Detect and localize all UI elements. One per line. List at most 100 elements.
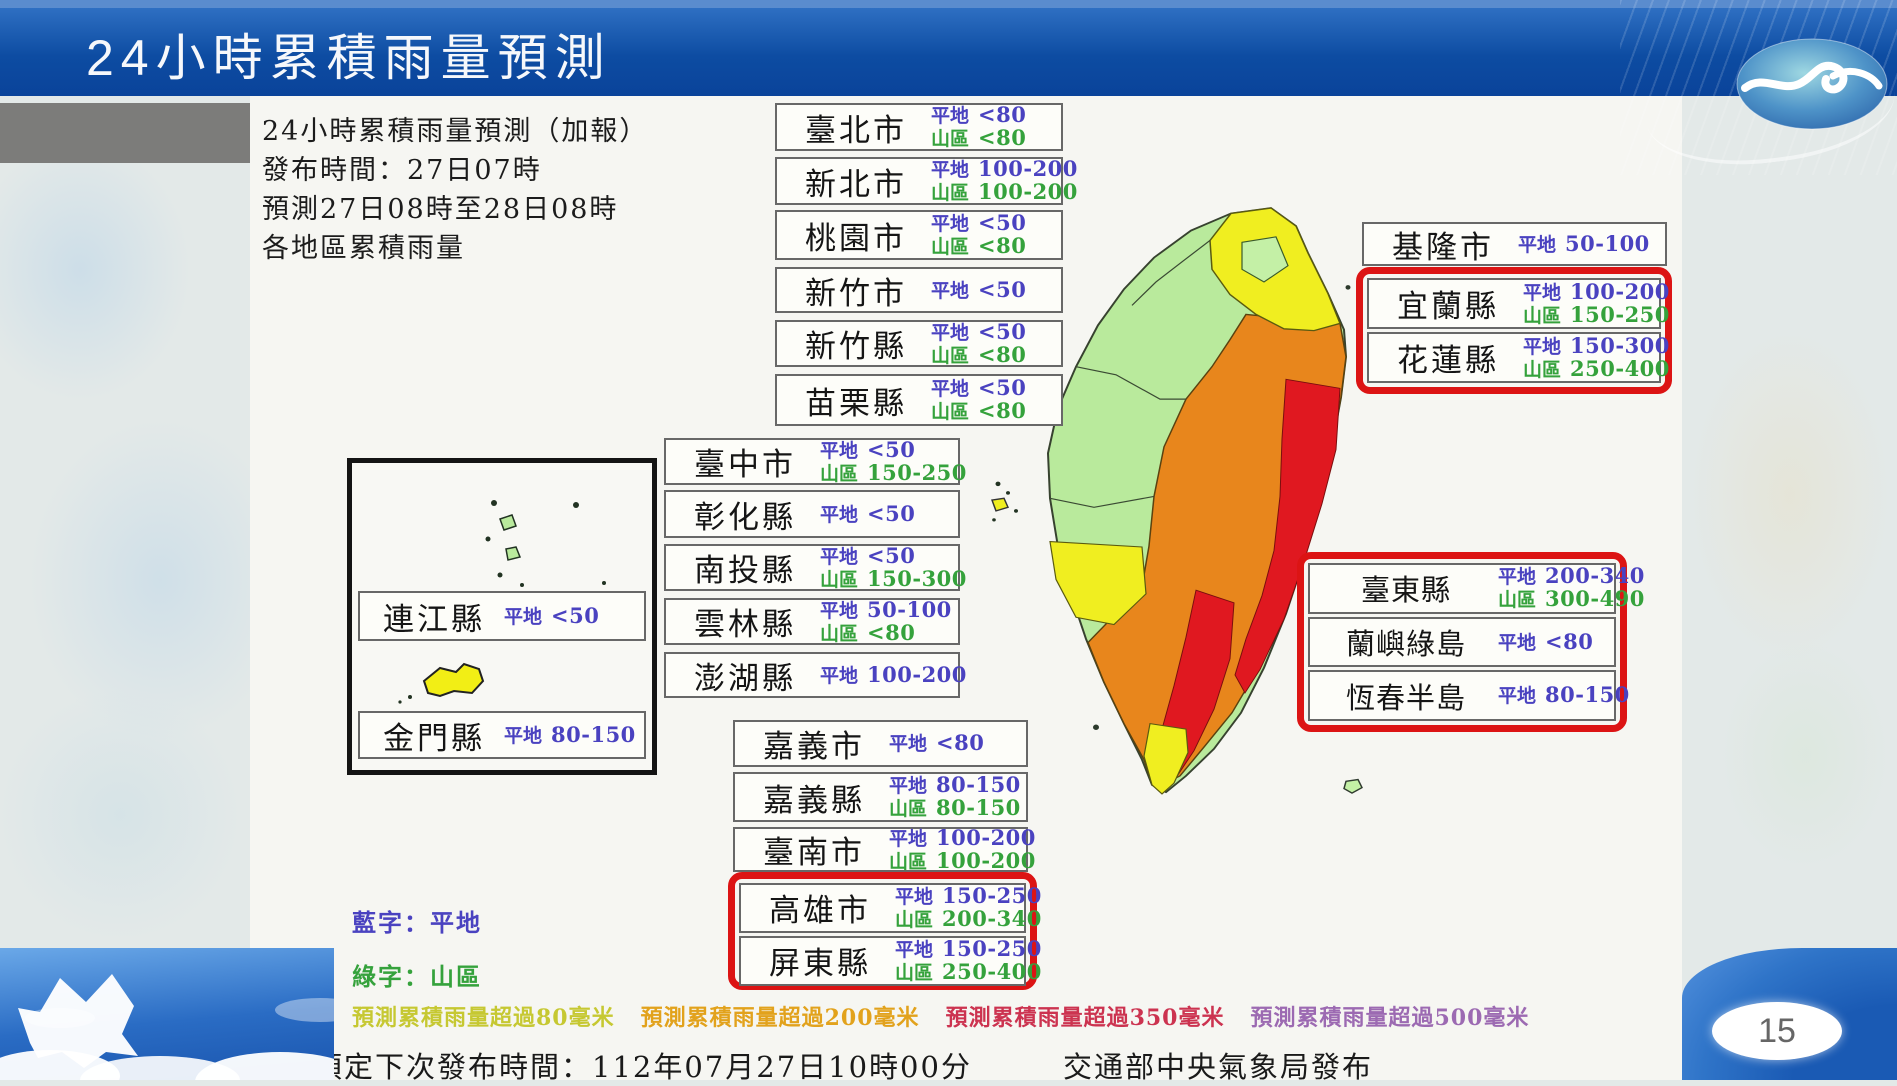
info-line: 發布時間：27日07時 — [262, 155, 542, 186]
mountain-value-row: 山區 150-300 — [820, 567, 967, 591]
mountain-value-row: 山區 300-490 — [1498, 588, 1645, 611]
plain-value: 100-200 — [978, 156, 1078, 182]
mountain-value-row: 山區 80-150 — [889, 795, 1021, 820]
header-top-stripe — [0, 0, 1897, 8]
threshold-200mm: 預測累積雨量超過200毫米 — [640, 1005, 920, 1031]
page-number-badge: 15 — [1712, 1002, 1842, 1060]
matsu-islet — [485, 536, 491, 542]
region-values: 平地 <50 山區 150-300 — [820, 542, 967, 591]
region-row-highlighted: 宜蘭縣 平地 100-200 山區 150-250 — [1367, 278, 1669, 329]
plain-value-row: 平地 80-150 — [889, 774, 1021, 797]
plain-label: 平地 — [931, 159, 970, 182]
region-values: 平地 150-250 山區 200-340 — [895, 884, 1042, 931]
region-name: 苗栗縣 — [805, 385, 907, 422]
matsu-islet — [499, 514, 517, 531]
info-line: 24小時累積雨量預測（加報） — [262, 116, 649, 147]
plain-value-row: 平地 <50 — [820, 542, 967, 568]
plain-label: 平地 — [1498, 685, 1537, 708]
legend-thresholds: 預測累積雨量超過80毫米 預測累積雨量超過200毫米 預測累積雨量超過350毫米… — [352, 1000, 1529, 1032]
region-name: 花蓮縣 — [1397, 343, 1499, 379]
region-row-highlighted: 高雄市 平地 150-250 山區 200-340 — [739, 883, 1041, 933]
plain-label: 平地 — [1523, 335, 1562, 358]
matsu-islet — [497, 572, 503, 578]
region-name: 蘭嶼綠島 — [1345, 627, 1466, 661]
mountain-value: <80 — [978, 125, 1027, 150]
region-name: 金門縣 — [383, 720, 485, 757]
region-row: 新北市 平地 100-200 山區 100-200 — [775, 157, 1077, 205]
region-values: 平地 <80 — [889, 731, 984, 756]
region-values: 平地 <80 — [1498, 630, 1593, 654]
region-name: 宜蘭縣 — [1397, 289, 1499, 325]
plain-value: 100-200 — [1570, 278, 1670, 304]
mountain-value: <80 — [867, 619, 916, 645]
plain-value: 80-150 — [551, 721, 636, 747]
xiaoliuqiu-island — [1093, 724, 1099, 730]
page-title: 24小時累積雨量預測 — [86, 30, 612, 86]
plain-value-row: 平地 <50 — [504, 604, 599, 628]
plain-value-row: 平地 <80 — [1498, 630, 1593, 654]
plain-value-row: 平地 50-100 — [820, 598, 952, 622]
kinmen-islet — [398, 700, 402, 704]
mountain-label: 山區 — [820, 568, 859, 591]
region-row: 彰化縣 平地 <50 — [664, 490, 960, 538]
region-values: 平地 200-340 山區 300-490 — [1498, 565, 1645, 611]
mountain-value: 250-400 — [1570, 355, 1670, 381]
region-values: 平地 150-300 山區 250-400 — [1523, 334, 1670, 381]
bull-icon — [18, 974, 138, 1068]
region-row-highlighted: 蘭嶼綠島 平地 <80 — [1308, 616, 1616, 668]
plain-value: <50 — [867, 542, 916, 568]
plain-value: <50 — [978, 318, 1027, 344]
mountain-value: 80-150 — [936, 795, 1021, 820]
mountain-value: <80 — [978, 233, 1027, 258]
mountain-value-row: 山區 250-400 — [1523, 355, 1670, 381]
map-yellow-west — [1049, 540, 1147, 626]
region-row: 嘉義市 平地 <80 — [733, 720, 1028, 767]
penghu-islet — [995, 481, 1001, 487]
region-row: 臺南市 平地 100-200 山區 100-200 — [733, 826, 1035, 873]
mountain-value: 250-400 — [942, 958, 1042, 984]
forecast-info-block: 24小時累積雨量預測（加報） 發布時間：27日07時 預測27日08時至28日0… — [262, 112, 648, 268]
region-values: 平地 <50 山區 150-250 — [820, 438, 967, 485]
region-row: 澎湖縣 平地 100-200 — [664, 652, 966, 698]
mountain-label: 山區 — [931, 182, 970, 204]
mountain-value: <80 — [978, 341, 1027, 367]
mountain-value: 150-250 — [867, 459, 967, 485]
county-border — [1131, 240, 1211, 306]
matsu-islet — [491, 500, 497, 506]
penghu-main-island — [991, 497, 1009, 512]
region-values: 平地 80-150 — [1498, 684, 1630, 707]
plain-value-row: 平地 150-250 — [895, 935, 1042, 961]
penghu-islet — [1014, 509, 1018, 513]
mountain-value: 200-340 — [942, 905, 1042, 931]
plain-label: 平地 — [931, 378, 970, 401]
map-yellow-south-tip — [1143, 723, 1189, 795]
background-map-blob — [1720, 640, 1890, 870]
mountain-label: 山區 — [889, 850, 928, 873]
region-values: 平地 100-200 — [820, 663, 967, 687]
plain-value-row: 平地 100-200 — [1523, 278, 1670, 304]
plain-value-row: 平地 80-150 — [1498, 684, 1630, 707]
mountain-value-row: 山區 <80 — [931, 233, 1027, 258]
plain-label: 平地 — [889, 733, 928, 756]
region-row: 南投縣 平地 <50 山區 150-300 — [664, 544, 966, 591]
plain-label: 平地 — [1498, 566, 1537, 589]
region-row: 連江縣 平地 <50 — [358, 591, 646, 641]
region-row: 嘉義縣 平地 80-150 山區 80-150 — [733, 772, 1028, 822]
region-row-highlighted: 屏東縣 平地 150-250 山區 250-400 — [739, 935, 1041, 986]
plain-label: 平地 — [1518, 233, 1557, 256]
background-map-blob — [1690, 330, 1890, 660]
region-name: 新竹市 — [805, 275, 907, 312]
mountain-value-row: 山區 150-250 — [820, 459, 967, 485]
offshore-islands-map — [398, 500, 606, 704]
kinmen-island — [422, 662, 485, 698]
region-values: 平地 100-200 山區 100-200 — [931, 158, 1078, 204]
plain-label: 平地 — [889, 827, 928, 850]
map-red-east-strip — [1234, 378, 1341, 694]
plain-value: <50 — [978, 375, 1027, 401]
mountain-value-row: 山區 100-200 — [931, 180, 1078, 204]
plain-value-row: 平地 <50 — [931, 212, 1026, 235]
plain-value: 150-250 — [942, 935, 1042, 961]
plain-value-row: 平地 100-200 — [889, 826, 1036, 850]
plain-value-row: 平地 200-340 — [1498, 565, 1645, 588]
